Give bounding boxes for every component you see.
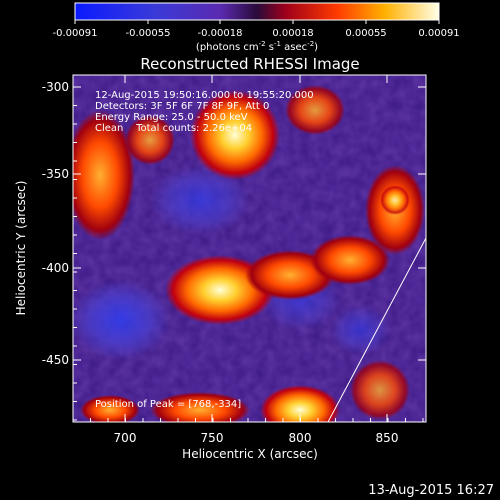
colorbar-tick-label: -0.00018	[198, 28, 243, 39]
rhessi-map-image	[73, 75, 426, 422]
colorbar-units: (photons cm-2 s-1 asec-2)	[196, 40, 318, 53]
colorbar-ticks: -0.00091 -0.00055 -0.00018 0.00018 0.00055 0.…	[53, 20, 460, 39]
y-tick-label: -350	[42, 167, 69, 181]
x-tick-label: 850	[376, 431, 399, 445]
detectors-text: Detectors: 3F 5F 6F 7F 8F 9F, Att 0	[95, 101, 269, 112]
plot-frame	[72, 74, 427, 423]
plot-title: Reconstructed RHESSI Image	[140, 55, 359, 73]
colorbar-tick-label: -0.00055	[126, 28, 171, 39]
colorbar: -0.00091 -0.00055 -0.00018 0.00018 0.00055 0.…	[53, 2, 460, 53]
y-tick-label: -450	[42, 353, 69, 367]
colorbar-tick-label: 0.00055	[345, 28, 386, 39]
y-axis-ticks: -300 -350 -400 -450	[42, 80, 426, 421]
x-tick-label: 750	[201, 431, 224, 445]
x-tick-label: 800	[289, 431, 312, 445]
y-tick-label: -300	[42, 80, 69, 94]
y-axis-label: Heliocentric Y (arcsec)	[14, 181, 28, 316]
position-of-peak-text: Position of Peak = [768,-334]	[95, 399, 241, 410]
solar-limb-line	[327, 237, 426, 422]
clean-counts-text: Clean Total counts: 2.26e+04	[95, 123, 252, 134]
energy-range-text: Energy Range: 25.0 - 50.0 keV	[95, 112, 248, 123]
x-tick-label: 700	[114, 431, 137, 445]
colorbar-tick-label: -0.00091	[53, 28, 98, 39]
colorbar-tick-label: 0.00091	[418, 28, 459, 39]
x-axis-label: Heliocentric X (arcsec)	[182, 447, 318, 461]
colorbar-tick-label: 0.00018	[272, 28, 313, 39]
x-axis-ticks: 700 750 800 850	[72, 75, 424, 445]
y-tick-label: -400	[42, 261, 69, 275]
colorbar-gradient	[74, 2, 440, 21]
time-range-text: 12-Aug-2015 19:50:16.000 to 19:55:20.000	[95, 90, 314, 101]
timestamp: 13-Aug-2015 16:27	[368, 483, 494, 498]
